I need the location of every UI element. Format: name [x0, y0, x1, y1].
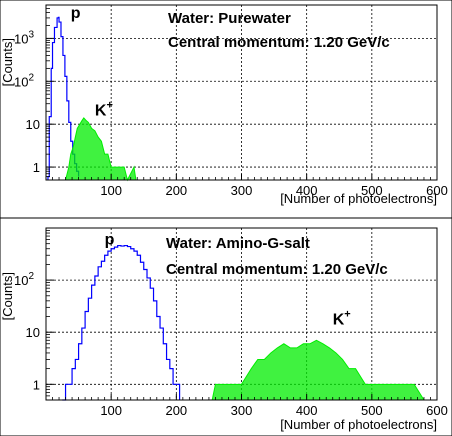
- x-tick-label: 500: [361, 403, 383, 418]
- series-label-superscript: +: [344, 309, 350, 321]
- x-tick-label: 500: [361, 183, 383, 198]
- x-axis-title: [Number of photoelectrons]: [280, 191, 437, 206]
- series-kplus-area: [211, 339, 425, 401]
- series-kplus-area: [64, 117, 137, 182]
- y-tick-exponent: 3: [28, 29, 34, 40]
- y-tick-exponent: 2: [28, 72, 34, 83]
- series-label-p: p: [105, 232, 115, 249]
- annotation-water: Water: Amino-G-salt: [166, 235, 310, 252]
- x-tick-label: 200: [165, 183, 187, 198]
- x-tick-label: 600: [426, 403, 448, 418]
- annotation-water: Water: Purewater: [168, 10, 291, 27]
- y-tick-label: 10: [26, 325, 40, 340]
- x-tick-label: 400: [296, 403, 318, 418]
- y-tick-label: 1: [33, 160, 40, 175]
- y-axis-title: [Counts]: [0, 272, 15, 320]
- series-p-line: [62, 244, 181, 401]
- x-axis-title: [Number of photoelectrons]: [280, 417, 437, 432]
- x-tick-label: 200: [165, 403, 187, 418]
- x-tick-label: 100: [100, 183, 122, 198]
- x-tick-label: 300: [231, 183, 253, 198]
- x-tick-label: 300: [231, 403, 253, 418]
- series-label-superscript: +: [106, 99, 112, 111]
- y-axis-title: [Counts]: [0, 38, 15, 86]
- y-tick-exponent: 2: [28, 271, 34, 282]
- x-tick-label: 400: [296, 183, 318, 198]
- series-label-p: p: [71, 5, 81, 22]
- y-tick-label: 10: [26, 117, 40, 132]
- annotation-momentum: Central momentum: 1.20 GeV/c: [168, 34, 390, 51]
- annotation-momentum: Central momentum: 1.20 GeV/c: [166, 261, 388, 278]
- x-tick-label: 600: [426, 183, 448, 198]
- y-tick-label: 1: [33, 377, 40, 392]
- x-tick-label: 100: [100, 403, 122, 418]
